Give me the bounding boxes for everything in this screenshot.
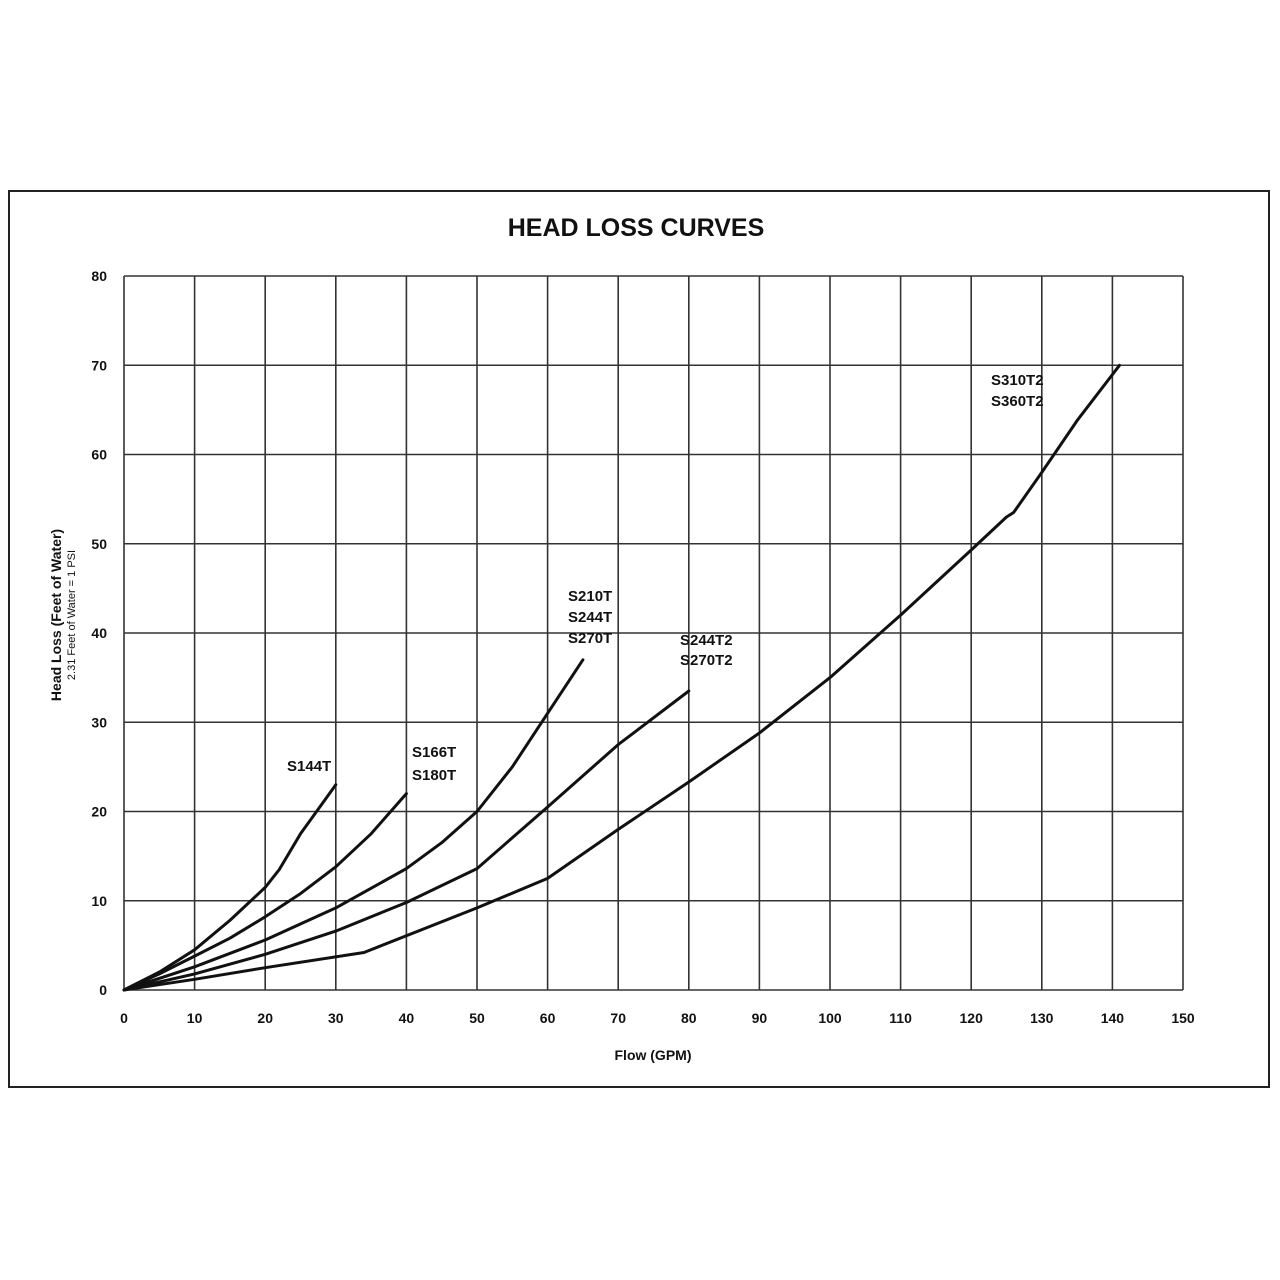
x-tick-label: 50	[469, 1010, 485, 1026]
series-label-line: S180T	[412, 767, 456, 784]
grid-lines	[123, 275, 1184, 991]
y-tick-label: 0	[99, 982, 107, 998]
x-tick-label: 110	[889, 1010, 912, 1026]
y-tick-label: 70	[91, 357, 107, 373]
series-labels: S144T S166T S180T S210T S244T S270T S244T2 S270…	[287, 372, 1044, 784]
series-line-3	[122, 689, 691, 992]
x-tick-label: 30	[328, 1010, 344, 1026]
chart-title: HEAD LOSS CURVES	[508, 214, 765, 242]
series-label-0: S144T	[287, 758, 331, 775]
x-tick-label: 70	[610, 1010, 626, 1026]
x-tick-label: 60	[540, 1010, 556, 1026]
series-label-line: S244T	[568, 609, 612, 626]
y-tick-label: 40	[91, 625, 107, 641]
y-axis-sublabel: 2.31 Feet of Water = 1 PSI	[66, 550, 78, 680]
series-label-4: S310T2 S360T2	[991, 372, 1044, 410]
y-tick-labels: 0 10 20 30 40 50 60 70 80	[91, 268, 107, 998]
x-tick-labels: 0 10 20 30 40 50 60 70 80 90 100 110 120 130 140 150	[120, 1010, 1195, 1026]
series-line-2	[122, 658, 585, 992]
x-tick-label: 100	[818, 1010, 842, 1026]
series-label-2: S210T S244T S270T	[568, 588, 612, 647]
series-label-line: S210T	[568, 588, 612, 605]
y-tick-label: 20	[91, 804, 107, 820]
series-line-4	[122, 363, 1121, 992]
series-label-line: S244T2	[680, 632, 733, 649]
series-label-line: S270T2	[680, 652, 733, 669]
x-tick-label: 150	[1171, 1010, 1195, 1026]
x-tick-label: 120	[960, 1010, 984, 1026]
series-label-line: S166T	[412, 744, 456, 761]
series-label-1: S166T S180T	[412, 744, 456, 784]
x-tick-label: 140	[1101, 1010, 1125, 1026]
x-tick-label: 20	[257, 1010, 273, 1026]
x-tick-label: 10	[187, 1010, 203, 1026]
x-tick-label: 130	[1030, 1010, 1054, 1026]
y-axis-label: Head Loss (Feet of Water)	[48, 529, 64, 701]
x-axis-label: Flow (GPM)	[615, 1047, 692, 1063]
series-label-3: S244T2 S270T2	[680, 632, 733, 669]
series-label-line: S310T2	[991, 372, 1044, 389]
series-label-line: S270T	[568, 630, 612, 647]
series-line-1	[122, 792, 408, 992]
y-tick-label: 10	[91, 893, 107, 909]
y-tick-label: 60	[91, 447, 107, 463]
series-label-line: S360T2	[991, 393, 1044, 410]
series-label-line: S144T	[287, 758, 331, 775]
x-tick-label: 80	[681, 1010, 697, 1026]
y-tick-label: 30	[91, 714, 107, 730]
x-tick-label: 90	[752, 1010, 768, 1026]
x-tick-label: 0	[120, 1010, 128, 1026]
chart-frame	[8, 190, 1270, 1088]
y-tick-label: 80	[91, 268, 107, 284]
x-tick-label: 40	[399, 1010, 415, 1026]
series-line-0	[122, 783, 338, 992]
y-tick-label: 50	[91, 536, 107, 552]
series-curves	[122, 363, 1121, 992]
